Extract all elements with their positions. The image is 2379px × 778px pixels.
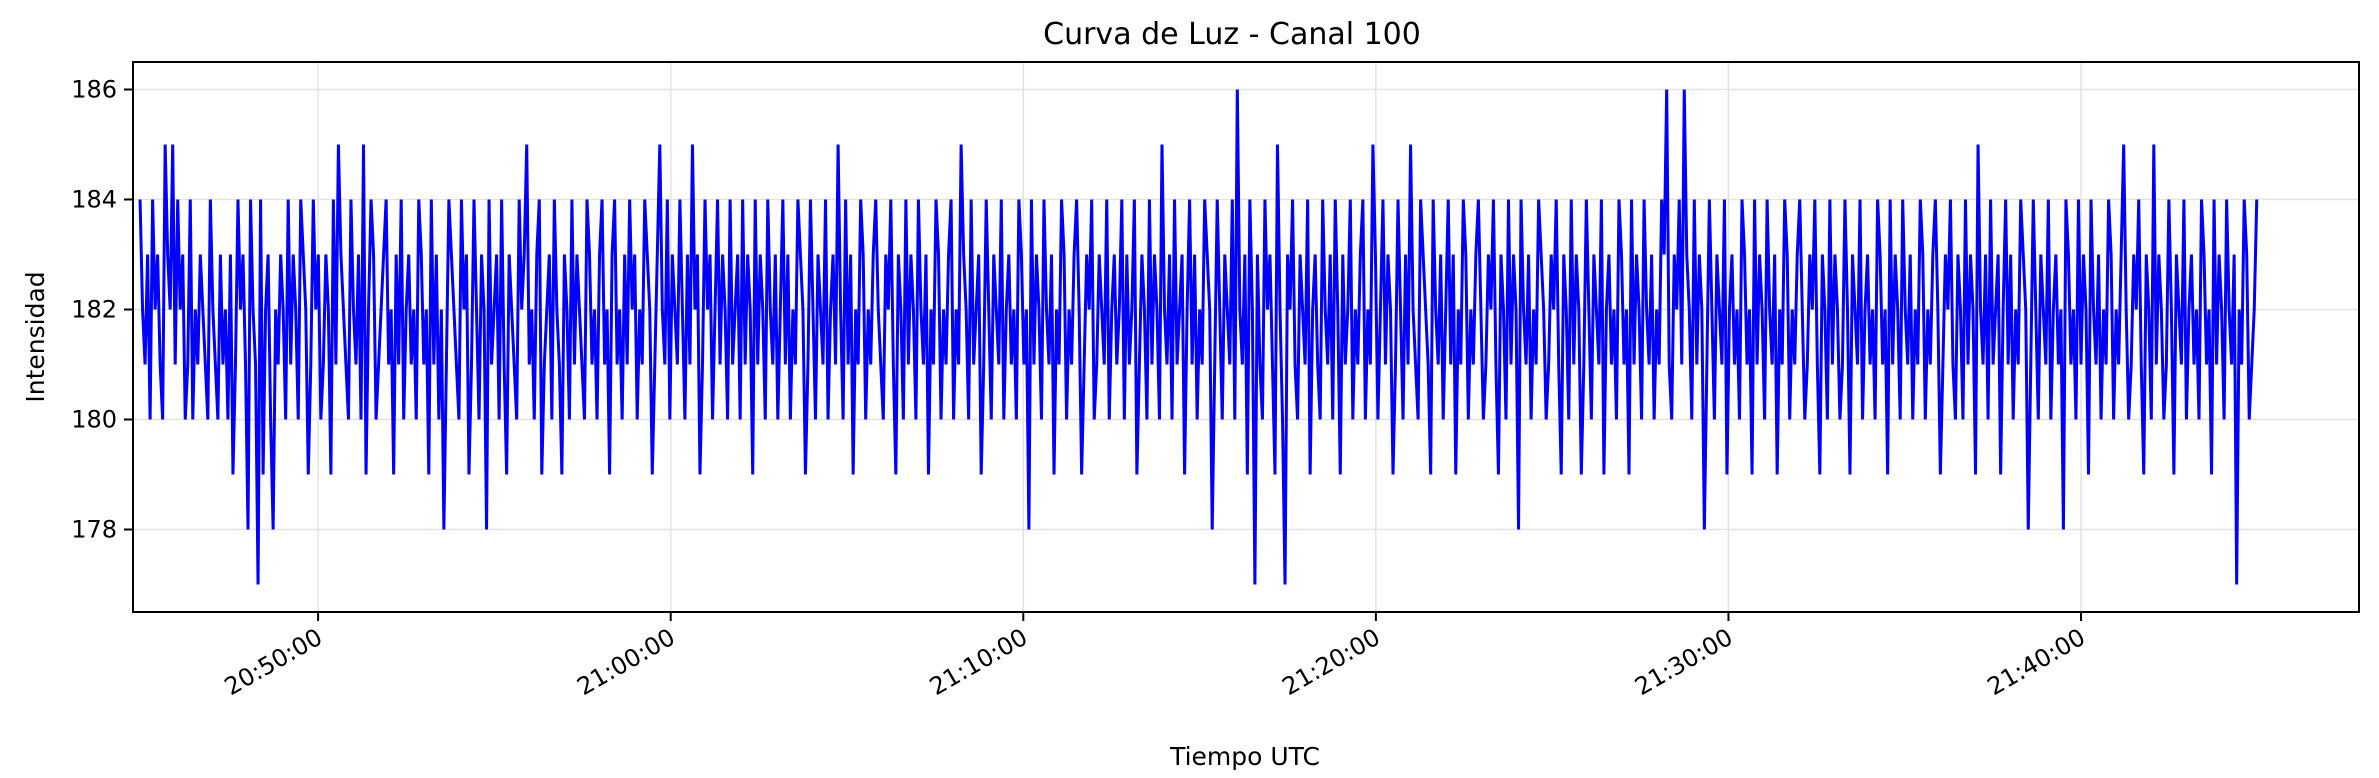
- y-tick-label: 180: [71, 406, 117, 434]
- x-tick-label: 21:40:00: [1983, 623, 2090, 701]
- y-axis: 178 180 182 184 186: [71, 76, 133, 544]
- series-line: [138, 89, 2259, 585]
- x-tick-label: 21:10:00: [925, 623, 1032, 701]
- x-tick-label: 20:50:00: [220, 623, 327, 701]
- y-axis-label: Intensidad: [21, 271, 50, 402]
- chart-title: Curva de Luz - Canal 100: [1043, 17, 1421, 52]
- x-tick-label: 21:30:00: [1630, 623, 1737, 701]
- x-axis: 20:50:00 21:00:00 21:10:00 21:20:00 21:30:00…: [220, 612, 2090, 701]
- x-axis-label: Tiempo UTC: [1169, 742, 1320, 771]
- x-tick-label: 21:20:00: [1278, 623, 1385, 701]
- y-tick-label: 178: [71, 516, 117, 544]
- y-tick-label: 182: [71, 296, 117, 324]
- series-layer: [138, 89, 2259, 585]
- y-tick-label: 186: [71, 76, 117, 104]
- plot-frame: [132, 61, 2360, 613]
- y-tick-label: 184: [71, 186, 117, 214]
- x-tick-label: 21:00:00: [572, 623, 679, 701]
